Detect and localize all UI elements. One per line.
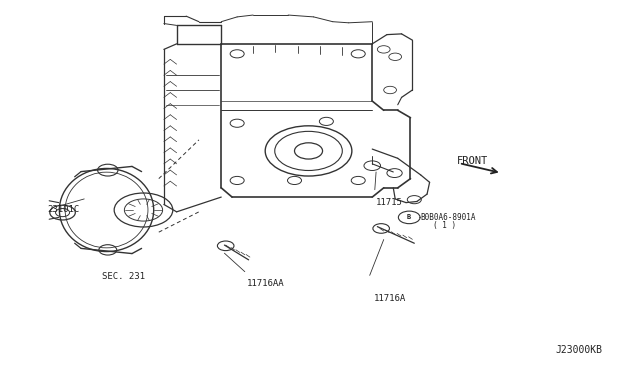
Text: B: B: [407, 214, 412, 220]
Text: 23101C: 23101C: [47, 205, 79, 215]
Text: FRONT: FRONT: [457, 156, 488, 166]
Text: J23000KB: J23000KB: [556, 345, 603, 355]
Text: 11716A: 11716A: [374, 294, 406, 303]
Text: 11716AA: 11716AA: [246, 279, 284, 288]
Text: B0B0A6-8901A: B0B0A6-8901A: [420, 213, 476, 222]
Text: SEC. 231: SEC. 231: [102, 272, 145, 281]
Text: 11715: 11715: [376, 198, 403, 207]
Text: ( 1 ): ( 1 ): [433, 221, 456, 230]
